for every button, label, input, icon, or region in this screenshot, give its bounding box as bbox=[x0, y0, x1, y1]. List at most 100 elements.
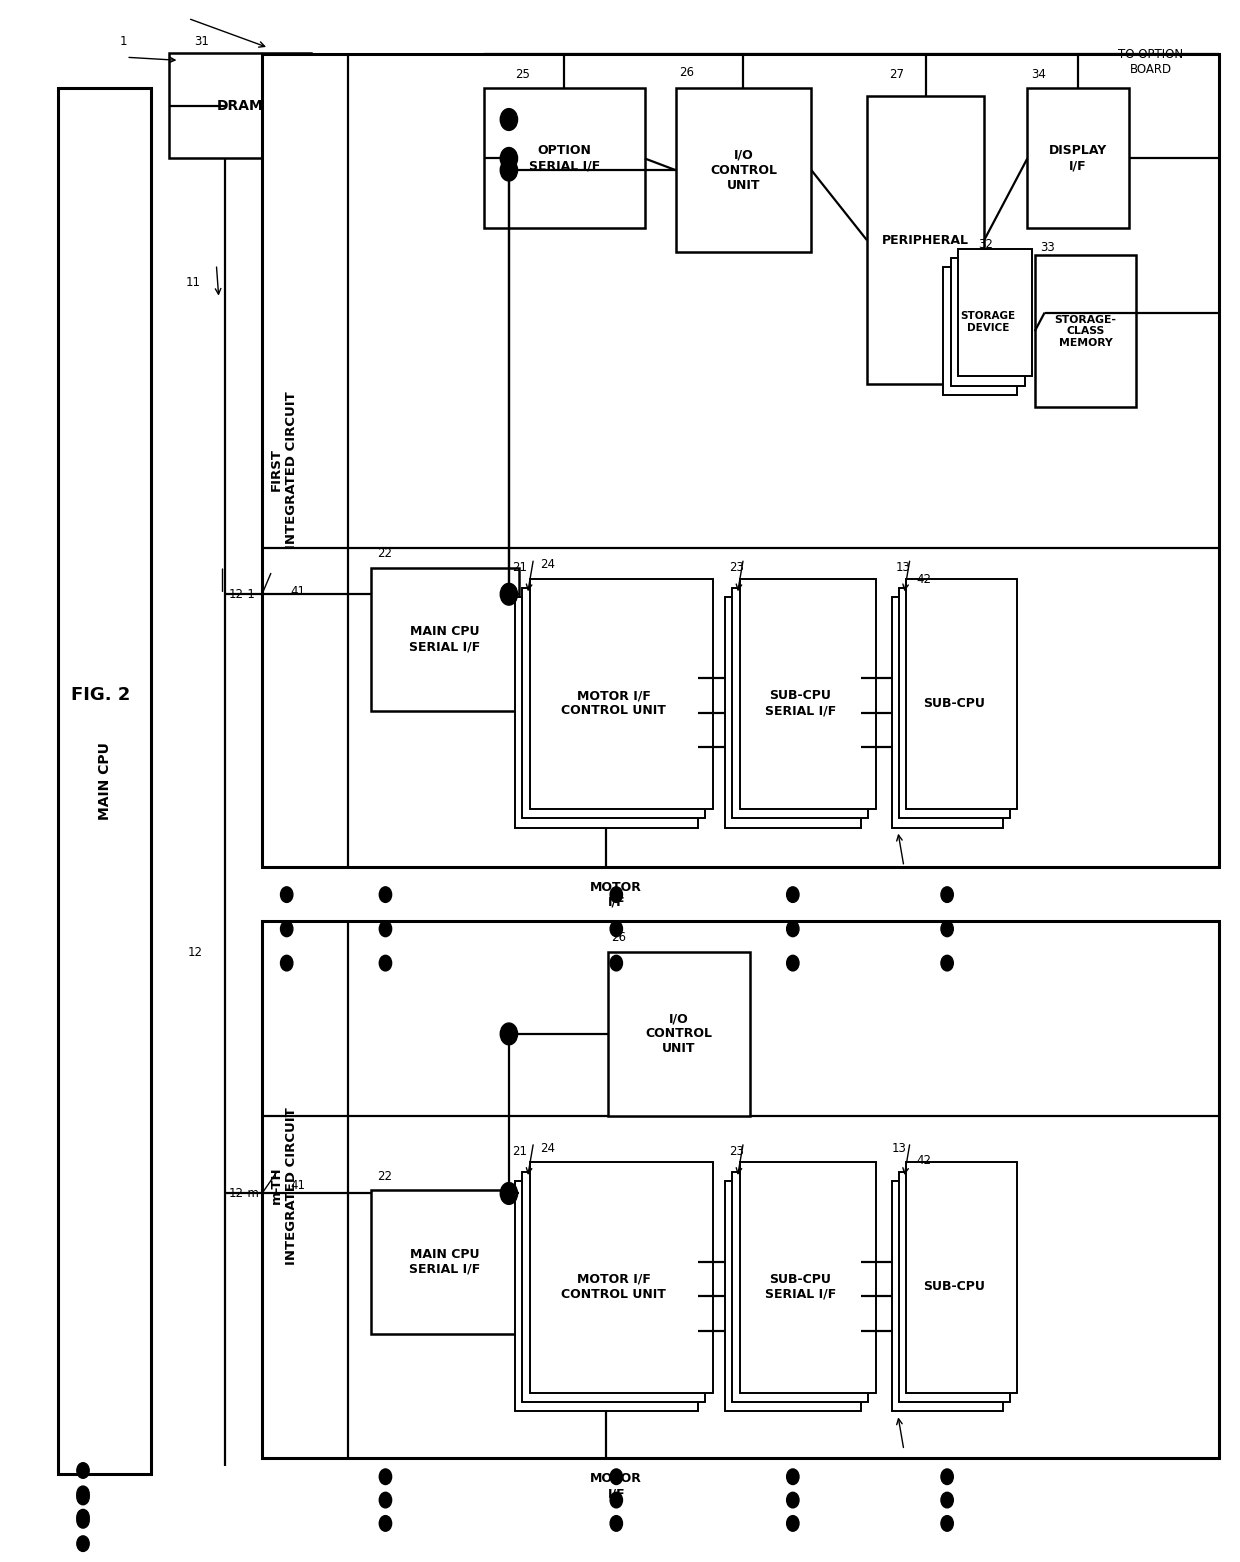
Bar bbox=[529, 578, 713, 809]
Bar bbox=[740, 578, 875, 809]
Text: 26: 26 bbox=[611, 931, 626, 945]
Text: 12: 12 bbox=[188, 945, 203, 959]
Circle shape bbox=[379, 1468, 392, 1484]
Circle shape bbox=[786, 1468, 799, 1484]
Circle shape bbox=[77, 1462, 89, 1478]
Bar bbox=[1034, 255, 1136, 408]
Circle shape bbox=[786, 887, 799, 903]
Text: m-TH
INTEGRATED CIRCUIT: m-TH INTEGRATED CIRCUIT bbox=[270, 1107, 299, 1265]
Text: 11: 11 bbox=[186, 276, 201, 289]
Circle shape bbox=[77, 1512, 89, 1528]
Text: 27: 27 bbox=[889, 67, 904, 81]
Circle shape bbox=[379, 956, 392, 972]
Circle shape bbox=[280, 887, 293, 903]
Bar bbox=[725, 597, 861, 828]
Bar bbox=[1028, 89, 1128, 228]
Text: 21: 21 bbox=[512, 561, 527, 573]
Bar bbox=[371, 1190, 518, 1334]
Text: MOTOR
I/F: MOTOR I/F bbox=[590, 881, 642, 909]
Circle shape bbox=[379, 887, 392, 903]
Circle shape bbox=[610, 922, 622, 937]
Text: MAIN CPU: MAIN CPU bbox=[98, 742, 112, 820]
Circle shape bbox=[610, 1492, 622, 1507]
Circle shape bbox=[500, 109, 517, 130]
Text: 22: 22 bbox=[377, 547, 392, 561]
Bar bbox=[522, 1172, 706, 1403]
Circle shape bbox=[500, 583, 517, 604]
Text: MOTOR I/F
CONTROL UNIT: MOTOR I/F CONTROL UNIT bbox=[562, 689, 666, 717]
Bar bbox=[262, 922, 1219, 1457]
Bar bbox=[170, 53, 311, 158]
Text: 41: 41 bbox=[290, 584, 305, 598]
Text: 42: 42 bbox=[916, 1154, 931, 1167]
Circle shape bbox=[786, 956, 799, 972]
Text: 23: 23 bbox=[729, 1145, 744, 1157]
Text: SUB-CPU: SUB-CPU bbox=[924, 1281, 986, 1293]
Bar bbox=[899, 587, 1011, 818]
Circle shape bbox=[786, 1492, 799, 1507]
Circle shape bbox=[610, 1468, 622, 1484]
Text: OPTION
SERIAL I/F: OPTION SERIAL I/F bbox=[528, 144, 600, 172]
Circle shape bbox=[941, 1492, 954, 1507]
Text: 1: 1 bbox=[120, 36, 128, 48]
Circle shape bbox=[610, 887, 622, 903]
Text: 24: 24 bbox=[539, 558, 554, 570]
Text: I/O
CONTROL
UNIT: I/O CONTROL UNIT bbox=[711, 148, 777, 192]
Text: 32: 32 bbox=[978, 237, 993, 250]
Text: SUB-CPU
SERIAL I/F: SUB-CPU SERIAL I/F bbox=[765, 689, 836, 717]
Circle shape bbox=[77, 1535, 89, 1551]
Text: 25: 25 bbox=[515, 67, 529, 81]
Text: FIG. 2: FIG. 2 bbox=[71, 686, 130, 704]
Text: SUB-CPU: SUB-CPU bbox=[924, 697, 986, 709]
Circle shape bbox=[610, 1515, 622, 1531]
Circle shape bbox=[941, 1515, 954, 1531]
Circle shape bbox=[77, 1509, 89, 1525]
Bar bbox=[892, 597, 1003, 828]
Text: 22: 22 bbox=[377, 1170, 392, 1182]
Circle shape bbox=[610, 956, 622, 972]
Text: 34: 34 bbox=[1032, 67, 1047, 81]
Circle shape bbox=[280, 956, 293, 972]
Text: 12-1: 12-1 bbox=[228, 587, 255, 601]
Circle shape bbox=[77, 1489, 89, 1504]
Text: 31: 31 bbox=[195, 36, 210, 48]
Circle shape bbox=[500, 147, 517, 169]
Bar bbox=[522, 587, 706, 818]
Text: STORAGE-
CLASS
MEMORY: STORAGE- CLASS MEMORY bbox=[1054, 314, 1116, 348]
Circle shape bbox=[941, 887, 954, 903]
Text: 33: 33 bbox=[1039, 241, 1054, 253]
Circle shape bbox=[941, 1468, 954, 1484]
Text: 42: 42 bbox=[916, 573, 931, 586]
Circle shape bbox=[500, 159, 517, 181]
Bar bbox=[515, 597, 698, 828]
Bar bbox=[371, 567, 518, 711]
Text: DRAM: DRAM bbox=[217, 98, 264, 112]
Bar bbox=[262, 55, 1219, 867]
Text: MAIN CPU
SERIAL I/F: MAIN CPU SERIAL I/F bbox=[409, 625, 480, 653]
Text: 26: 26 bbox=[680, 66, 694, 80]
Text: 41: 41 bbox=[290, 1179, 305, 1192]
Text: MOTOR
I/F: MOTOR I/F bbox=[590, 1471, 642, 1500]
Circle shape bbox=[786, 1515, 799, 1531]
Text: SUB-CPU
SERIAL I/F: SUB-CPU SERIAL I/F bbox=[765, 1273, 836, 1301]
Text: TO OPTION
BOARD: TO OPTION BOARD bbox=[1118, 48, 1183, 77]
Text: 23: 23 bbox=[729, 561, 744, 573]
Bar bbox=[529, 1162, 713, 1393]
Text: PERIPHERAL: PERIPHERAL bbox=[882, 234, 968, 247]
Bar bbox=[740, 1162, 875, 1393]
Text: 21: 21 bbox=[512, 1145, 527, 1157]
Bar bbox=[959, 248, 1033, 376]
Circle shape bbox=[941, 922, 954, 937]
Text: DISPLAY
I/F: DISPLAY I/F bbox=[1049, 144, 1107, 172]
Bar bbox=[725, 1181, 861, 1412]
Bar bbox=[58, 89, 151, 1473]
Bar bbox=[906, 1162, 1018, 1393]
Text: FIRST
INTEGRATED CIRCUIT: FIRST INTEGRATED CIRCUIT bbox=[270, 390, 299, 548]
Bar bbox=[733, 1172, 868, 1403]
Bar bbox=[608, 953, 750, 1115]
Circle shape bbox=[500, 1023, 517, 1045]
Bar bbox=[899, 1172, 1011, 1403]
Bar bbox=[906, 578, 1018, 809]
Circle shape bbox=[77, 1485, 89, 1501]
Circle shape bbox=[379, 1492, 392, 1507]
